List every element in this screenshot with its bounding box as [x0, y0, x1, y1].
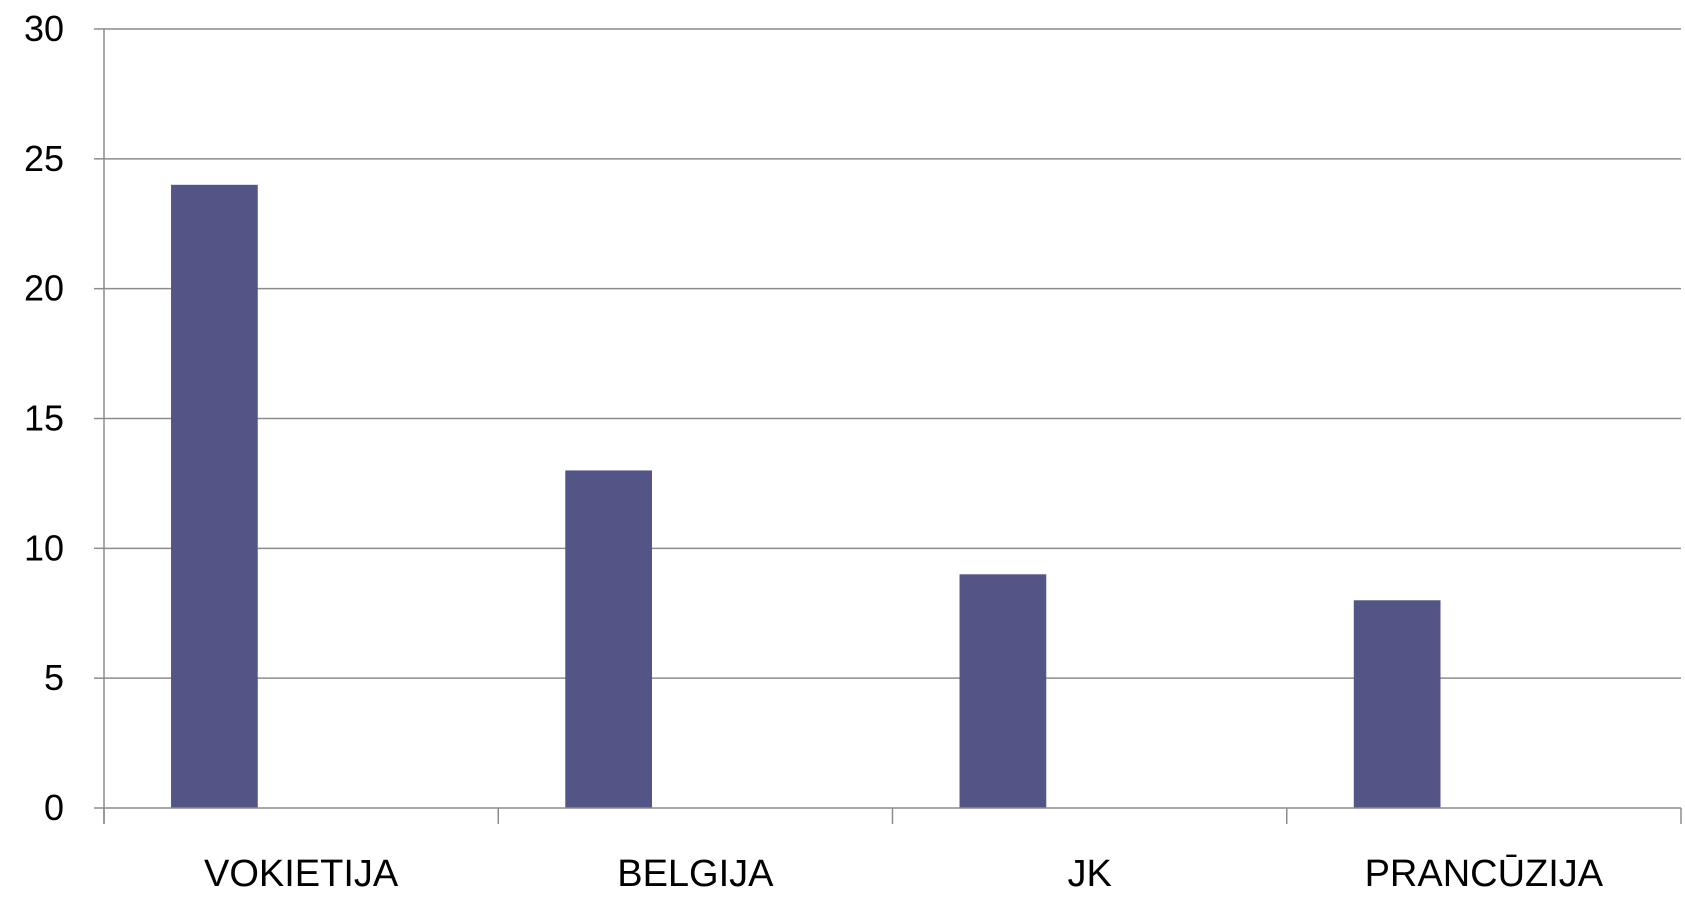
- axes: [94, 28, 1682, 824]
- bar-prancūzija: [1353, 600, 1441, 808]
- y-tick-label: 5: [44, 657, 64, 698]
- x-category-label: PRANCŪZIJA: [1365, 853, 1604, 895]
- bars: [171, 184, 1441, 809]
- y-tick-label: 30: [24, 8, 64, 49]
- y-tick-label: 0: [44, 787, 64, 828]
- x-axis-category-labels: VOKIETIJA BELGIJA JK PRANCŪZIJA: [204, 853, 1604, 895]
- x-category-label: VOKIETIJA: [204, 853, 399, 895]
- y-axis-tick-labels: 0 5 10 15 20 25 30: [24, 8, 64, 828]
- y-tick-label: 20: [24, 268, 64, 309]
- y-tick-label: 25: [24, 138, 64, 179]
- x-category-label: JK: [1067, 853, 1111, 895]
- y-tick-label: 15: [24, 398, 64, 439]
- x-category-label: BELGIJA: [617, 853, 774, 895]
- bar-jk: [959, 574, 1047, 808]
- bar-belgija: [565, 470, 653, 808]
- y-tick-label: 10: [24, 527, 64, 568]
- gridlines: [104, 28, 1681, 679]
- bar-vokietija: [171, 184, 258, 809]
